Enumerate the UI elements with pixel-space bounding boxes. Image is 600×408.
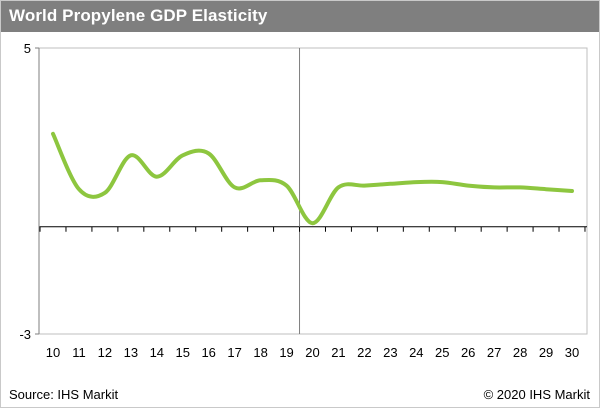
data-point — [570, 189, 574, 193]
copyright-note: © 2020 IHS Markit — [483, 387, 590, 402]
y-tick-label: 5 — [24, 41, 31, 56]
x-tick-label: 18 — [253, 345, 267, 360]
series-line — [51, 131, 574, 226]
x-tick-label: 11 — [72, 345, 86, 360]
data-point — [155, 175, 159, 179]
x-tick-label: 14 — [150, 345, 164, 360]
x-tick-label: 15 — [176, 345, 190, 360]
data-point — [336, 185, 340, 189]
x-tick-label: 27 — [487, 345, 501, 360]
data-point — [414, 180, 418, 184]
data-point — [233, 185, 237, 189]
x-tick-label: 19 — [279, 345, 293, 360]
data-point — [259, 178, 263, 182]
x-tick-label: 17 — [227, 345, 241, 360]
data-point — [518, 185, 522, 189]
x-tick-label: 23 — [383, 345, 397, 360]
source-note: Source: IHS Markit — [9, 387, 119, 402]
x-tick-label: 13 — [124, 345, 138, 360]
x-tick-label: 21 — [331, 345, 345, 360]
data-point — [388, 182, 392, 186]
plot-area-border — [38, 47, 588, 335]
data-point — [492, 185, 496, 189]
data-point — [77, 187, 81, 191]
x-tick-label: 20 — [305, 345, 319, 360]
data-point — [181, 153, 185, 157]
data-point — [207, 151, 211, 155]
data-point — [285, 184, 289, 188]
series-layer — [51, 131, 574, 226]
data-point — [544, 187, 548, 191]
y-tick-label: -3 — [19, 327, 31, 342]
x-tick-label: 30 — [565, 345, 579, 360]
x-tick-label: 24 — [409, 345, 423, 360]
x-tick-label: 16 — [201, 345, 215, 360]
x-tick-label: 28 — [513, 345, 527, 360]
data-point — [311, 221, 315, 225]
chart-title: World Propylene GDP Elasticity — [9, 6, 268, 25]
data-point — [103, 191, 107, 195]
axes-layer — [35, 47, 587, 335]
data-point — [129, 153, 133, 157]
x-tick-label: 29 — [539, 345, 553, 360]
labels-layer: 5 -3 10 11 12 13 14 15 16 17 18 19 20 21 22 23 24 25 26 27 2… — [19, 41, 579, 360]
data-point — [466, 184, 470, 188]
x-tick-label: 10 — [46, 345, 60, 360]
data-point — [362, 184, 366, 188]
x-tick-label: 22 — [357, 345, 371, 360]
title-bar: World Propylene GDP Elasticity — [1, 1, 599, 32]
x-tick-label: 12 — [98, 345, 112, 360]
x-tick-label: 26 — [461, 345, 475, 360]
data-point — [440, 180, 444, 184]
x-tick-label: 25 — [435, 345, 449, 360]
data-point — [51, 132, 55, 136]
